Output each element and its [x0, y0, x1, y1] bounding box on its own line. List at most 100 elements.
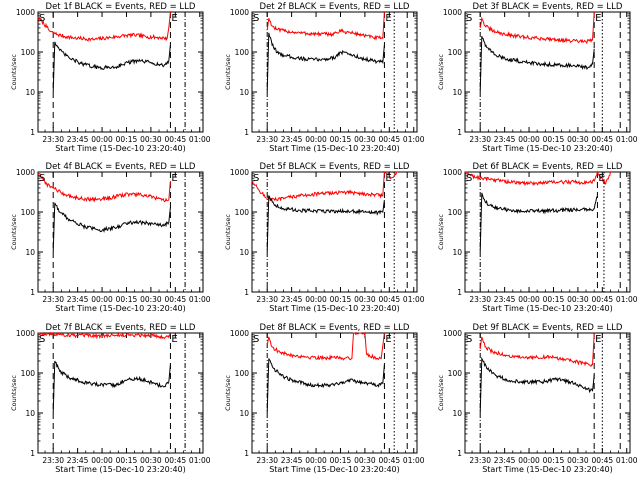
- chart-panel: Det 7f BLACK = Events, RED = LLD Start Ti…: [10, 323, 211, 474]
- y-axis-label: Counts/sec: [10, 214, 18, 250]
- x-axis-label: Start Time (15-Dec-10 23:20:40): [55, 304, 186, 313]
- x-tick-label: 01:00: [403, 135, 425, 144]
- x-tick-label: 00:30: [140, 135, 162, 144]
- y-tick-label: 1000: [443, 168, 462, 177]
- y-axis-label: Counts/sec: [224, 54, 232, 90]
- y-tick-label: 1000: [443, 329, 462, 338]
- start-marker-label: S: [39, 173, 45, 184]
- y-tick-label: 100: [235, 48, 250, 57]
- series-line: [266, 11, 385, 41]
- x-tick-label: 23:30: [256, 295, 278, 304]
- x-tick-label: 23:45: [494, 456, 516, 465]
- x-tick-label: 23:30: [42, 456, 64, 465]
- end-marker-label: E: [385, 173, 391, 184]
- chart-title: Det 1f BLACK = Events, RED = LLD: [46, 2, 196, 12]
- y-tick-label: 1000: [230, 329, 249, 338]
- x-tick-label: 00:45: [592, 295, 614, 304]
- x-axis-label: Start Time (15-Dec-10 23:20:40): [269, 144, 400, 153]
- start-marker-label: S: [466, 13, 472, 24]
- y-tick-label: 1000: [230, 168, 249, 177]
- x-tick-label: 23:45: [281, 295, 303, 304]
- y-tick-label: 10: [452, 88, 462, 97]
- y-tick-label: 1: [457, 449, 462, 458]
- series-line: [479, 356, 595, 414]
- x-tick-label: 00:45: [165, 295, 187, 304]
- start-marker-label: S: [466, 173, 472, 184]
- x-tick-label: 00:30: [140, 295, 162, 304]
- x-tick-label: 01:00: [403, 295, 425, 304]
- x-tick-label: 00:00: [91, 456, 113, 465]
- x-tick-label: 00:00: [305, 456, 327, 465]
- y-tick-label: 10: [239, 248, 249, 257]
- x-tick-label: 23:30: [256, 135, 278, 144]
- x-tick-label: 00:30: [354, 135, 376, 144]
- x-tick-label: 23:30: [256, 456, 278, 465]
- x-axis-label: Start Time (15-Dec-10 23:20:40): [482, 304, 613, 313]
- x-tick-label: 01:00: [189, 456, 211, 465]
- x-tick-label: 01:00: [189, 295, 211, 304]
- x-tick-label: 00:15: [116, 135, 138, 144]
- chart-panel: Det 4f BLACK = Events, RED = LLD Start Ti…: [10, 162, 211, 313]
- chart-title: Det 2f BLACK = Events, RED = LLD: [260, 2, 410, 12]
- x-tick-label: 23:30: [469, 135, 491, 144]
- x-tick-label: 01:00: [189, 135, 211, 144]
- y-tick-label: 100: [448, 369, 463, 378]
- series-line: [479, 332, 595, 367]
- y-tick-label: 1: [30, 128, 35, 137]
- x-tick-label: 00:15: [543, 135, 565, 144]
- x-tick-label: 23:45: [494, 295, 516, 304]
- y-tick-label: 1000: [443, 8, 462, 17]
- series-line: [52, 360, 171, 414]
- y-tick-label: 1000: [16, 329, 35, 338]
- chart-title: Det 9f BLACK = Events, RED = LLD: [473, 323, 623, 333]
- start-marker-label: S: [253, 13, 259, 24]
- y-tick-label: 10: [25, 248, 35, 257]
- start-marker-label: S: [253, 334, 259, 345]
- x-tick-label: 23:30: [42, 295, 64, 304]
- chart-panel: Det 6f BLACK = Events, RED = LLD Start Ti…: [437, 162, 638, 313]
- x-tick-label: 01:00: [616, 456, 638, 465]
- y-tick-label: 100: [448, 208, 463, 217]
- x-tick-label: 23:30: [469, 456, 491, 465]
- chart-panel: Det 3f BLACK = Events, RED = LLD Start Ti…: [437, 2, 638, 153]
- y-tick-label: 1: [244, 288, 249, 297]
- y-axis-label: Counts/sec: [437, 54, 445, 90]
- y-axis-label: Counts/sec: [10, 54, 18, 90]
- y-axis-label: Counts/sec: [224, 214, 232, 250]
- end-marker-label: E: [595, 13, 601, 24]
- x-tick-label: 23:45: [494, 135, 516, 144]
- x-tick-label: 00:30: [354, 295, 376, 304]
- y-tick-label: 10: [452, 409, 462, 418]
- x-tick-label: 00:45: [379, 456, 401, 465]
- y-tick-label: 10: [452, 248, 462, 257]
- series-line: [37, 11, 171, 42]
- x-tick-label: 01:00: [616, 135, 638, 144]
- x-tick-label: 00:45: [592, 135, 614, 144]
- y-tick-label: 100: [235, 369, 250, 378]
- y-tick-label: 1000: [16, 168, 35, 177]
- chart-panel: Det 5f BLACK = Events, RED = LLD Start Ti…: [224, 162, 425, 313]
- x-tick-label: 00:15: [330, 135, 352, 144]
- y-tick-label: 100: [21, 48, 36, 57]
- x-tick-label: 23:45: [67, 456, 89, 465]
- series-line: [464, 170, 611, 187]
- end-marker-label: E: [385, 334, 391, 345]
- plot-frame: [251, 11, 418, 133]
- start-marker-label: S: [253, 173, 259, 184]
- x-tick-label: 00:30: [567, 135, 589, 144]
- x-axis-label: Start Time (15-Dec-10 23:20:40): [269, 465, 400, 474]
- series-line: [266, 331, 385, 361]
- plot-frame: [464, 171, 631, 293]
- x-tick-label: 00:45: [165, 135, 187, 144]
- x-tick-label: 00:00: [518, 456, 540, 465]
- plot-frame: [464, 332, 631, 454]
- plot-frame: [251, 332, 418, 454]
- chart-title: Det 6f BLACK = Events, RED = LLD: [473, 162, 623, 172]
- series-line: [251, 171, 398, 202]
- plot-frame: [251, 171, 418, 293]
- x-tick-label: 00:15: [543, 295, 565, 304]
- series-line: [52, 41, 171, 93]
- x-axis-label: Start Time (15-Dec-10 23:20:40): [482, 465, 613, 474]
- series-line: [479, 35, 595, 93]
- end-marker-label: E: [171, 13, 177, 24]
